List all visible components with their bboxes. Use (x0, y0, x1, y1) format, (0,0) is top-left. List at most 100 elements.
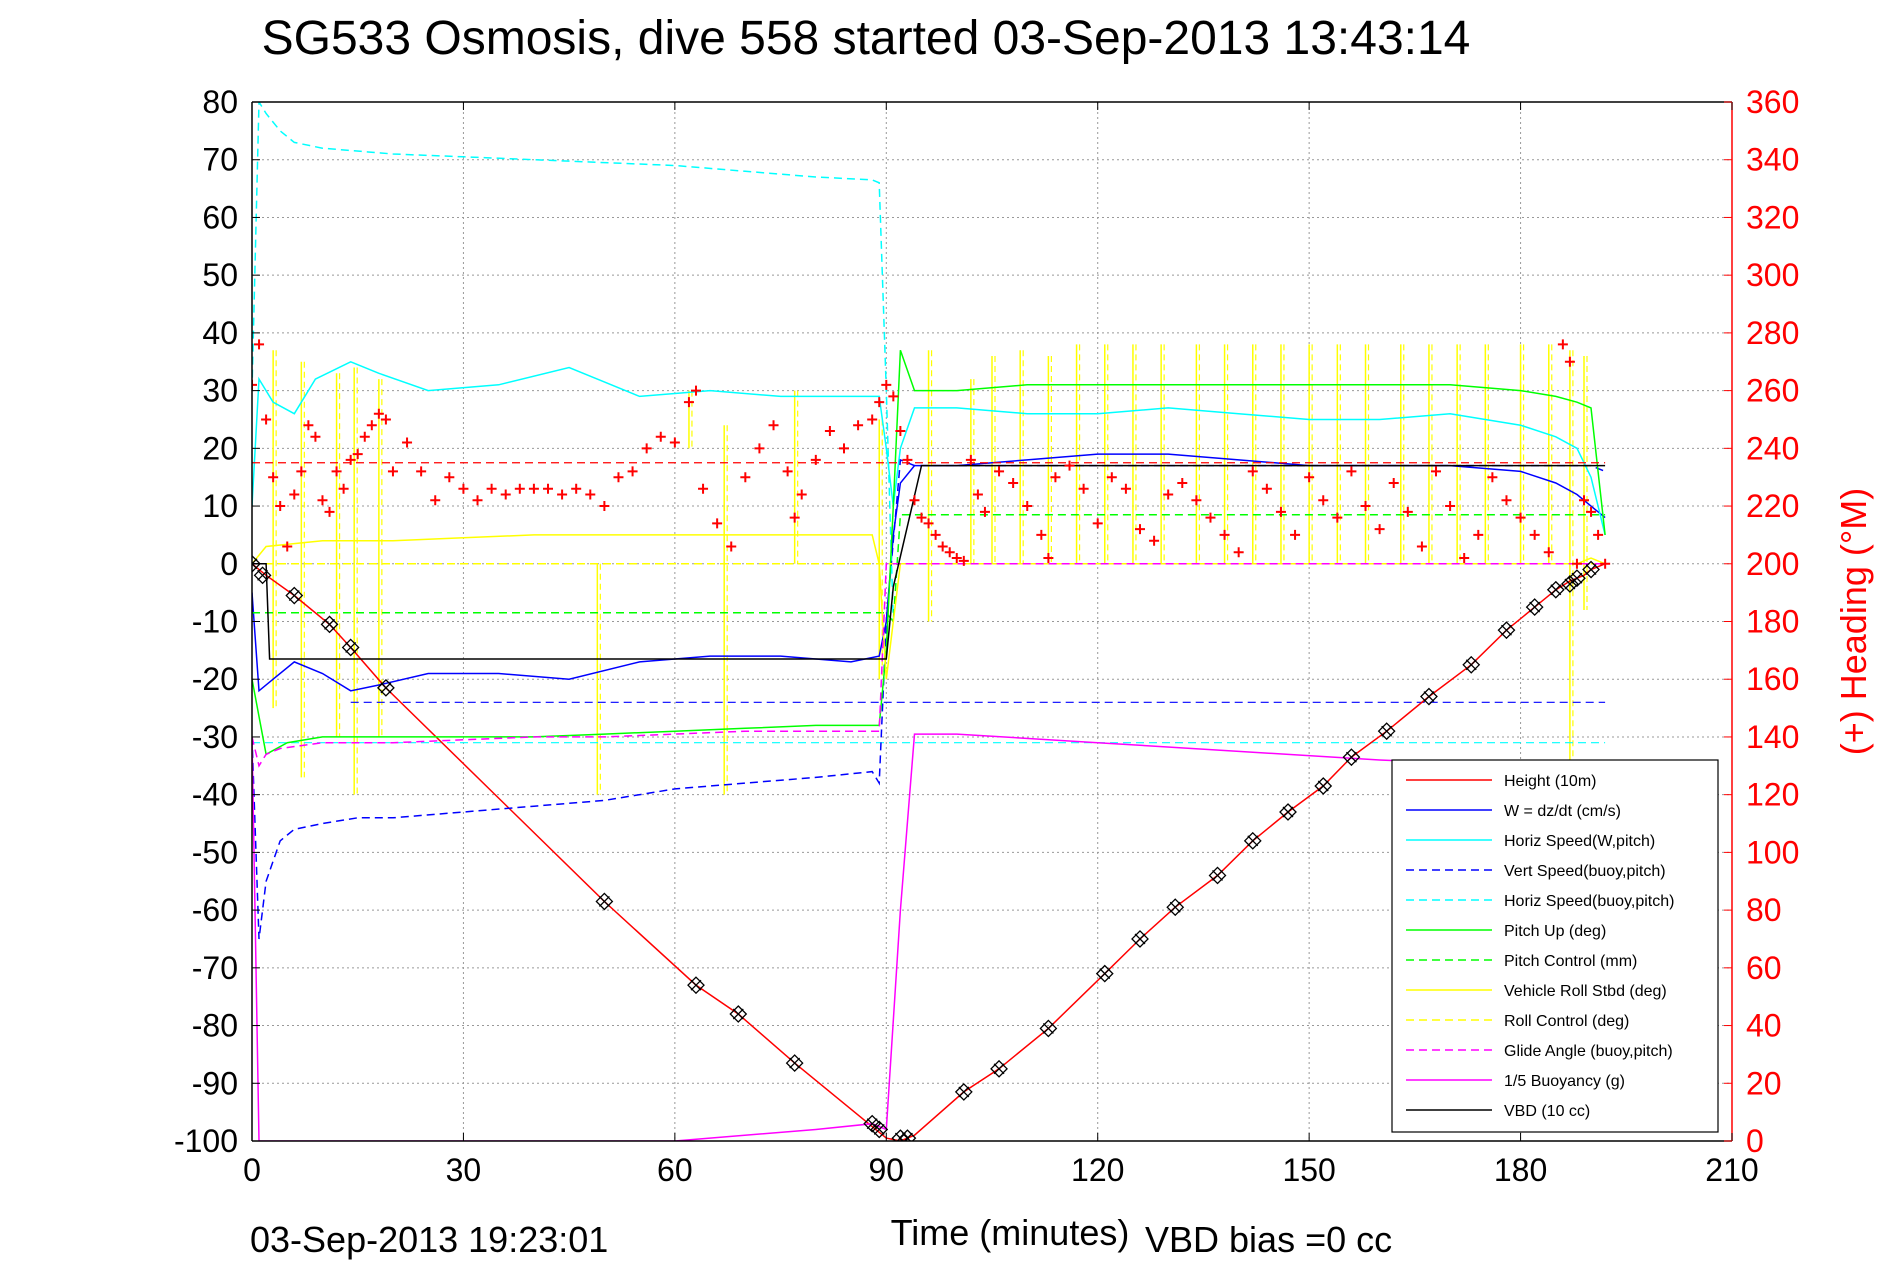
heading-point (768, 420, 779, 431)
heading-point (839, 443, 849, 454)
heading-point (930, 529, 941, 540)
heading-point (1036, 529, 1047, 540)
legend-entry: Glide Angle (buoy,pitch) (1504, 1043, 1673, 1060)
legend-entry: VBD (10 cc) (1504, 1103, 1590, 1120)
footer-vbd-bias: VBD bias =0 cc (1145, 1219, 1392, 1260)
heading-point (514, 483, 525, 494)
heading-point (1318, 495, 1329, 506)
heading-point (1275, 506, 1286, 517)
depth-marker (253, 566, 272, 585)
heading-point (902, 454, 913, 465)
heading-point (1593, 529, 1604, 540)
heading-point (486, 483, 497, 494)
heading-point (782, 466, 793, 477)
depth-marker (1208, 866, 1227, 885)
legend-entry: Horiz Speed(buoy,pitch) (1504, 893, 1674, 910)
depth-marker (1243, 831, 1262, 850)
depth-marker (1039, 1019, 1058, 1038)
heading-point (1431, 466, 1441, 477)
y-tick-label: 20 (202, 430, 238, 466)
y-tick-label: -50 (192, 834, 238, 870)
y2-tick-label: 340 (1746, 142, 1799, 178)
heading-point (282, 541, 293, 552)
heading-point (789, 512, 800, 523)
heading-point (1459, 553, 1470, 564)
y-tick-label: 10 (202, 488, 238, 524)
heading-point (254, 339, 265, 350)
depth-marker (1568, 569, 1586, 588)
heading-point (613, 472, 624, 483)
heading-point (1416, 541, 1427, 552)
y2-tick-label: 240 (1746, 430, 1799, 466)
heading-point (627, 466, 638, 477)
heading-point (402, 437, 413, 448)
heading-point (528, 483, 539, 494)
legend-entry: 1/5 Buoyancy (g) (1504, 1073, 1625, 1090)
heading-point (683, 397, 694, 408)
y2-tick-label: 200 (1746, 546, 1799, 582)
depth-marker (1420, 687, 1438, 706)
legend-entry: Vehicle Roll Stbd (deg) (1504, 983, 1667, 1000)
heading-point (874, 397, 885, 408)
heading-point (958, 555, 969, 566)
depth-marker (1342, 748, 1361, 767)
heading-point (1050, 472, 1061, 483)
heading-point (366, 420, 377, 431)
y2-tick-label: 40 (1746, 1008, 1782, 1044)
heading-point (1120, 483, 1131, 494)
heading-point (599, 501, 610, 512)
heading-point (754, 443, 765, 454)
y-tick-label: 60 (202, 199, 238, 235)
heading-point (416, 466, 427, 477)
heading-point (500, 489, 511, 500)
heading-point (691, 385, 701, 396)
y2-tick-label: 120 (1746, 777, 1799, 813)
depth-marker (320, 615, 339, 634)
heading-point (1586, 506, 1597, 517)
heading-point (444, 472, 455, 483)
x-axis-label: Time (minutes) (891, 1212, 1130, 1253)
heading-point (1261, 483, 1272, 494)
heading-point (1304, 472, 1315, 483)
heading-point (252, 379, 257, 390)
heading-point (923, 518, 934, 529)
plot-area (252, 102, 1611, 1141)
heading-point (458, 483, 469, 494)
heading-point (380, 414, 391, 425)
heading-point (1564, 356, 1575, 367)
heading-point (387, 466, 398, 477)
heading-point (1205, 512, 1216, 523)
heading-point (1022, 501, 1033, 512)
heading-point (1473, 529, 1484, 540)
legend-entry: Pitch Up (deg) (1504, 923, 1606, 940)
heading-point (1557, 339, 1568, 350)
legend-entry: Vert Speed(buoy,pitch) (1504, 863, 1666, 880)
depth-marker (1462, 655, 1481, 674)
heading-point (726, 541, 737, 552)
y2-tick-label: 140 (1746, 719, 1799, 755)
x-tick-label: 150 (1282, 1152, 1335, 1188)
y-tick-label: 40 (202, 315, 238, 351)
heading-point (310, 431, 321, 442)
legend-entry: Horiz Speed(W,pitch) (1504, 833, 1655, 850)
heading-point (1332, 512, 1343, 523)
heading-point (345, 454, 356, 465)
heading-point (824, 426, 835, 437)
depth-marker (595, 892, 614, 911)
y-tick-label: 0 (220, 546, 238, 582)
heading-point (275, 501, 286, 512)
y2-tick-label: 100 (1746, 834, 1799, 870)
heading-point (261, 414, 272, 425)
depth-marker (1131, 930, 1149, 948)
y2-tick-label: 360 (1746, 84, 1799, 120)
heading-point (641, 443, 652, 454)
heading-point (571, 483, 582, 494)
heading-point (888, 391, 899, 402)
series-line-2 (252, 360, 1606, 536)
legend-entry: Height (10m) (1504, 773, 1596, 790)
heading-point (1346, 466, 1357, 477)
heading-point (796, 489, 807, 500)
legend-entry: W = dz/dt (cm/s) (1504, 803, 1621, 820)
depth-marker (990, 1059, 1008, 1078)
y-tick-label: -100 (174, 1123, 238, 1159)
